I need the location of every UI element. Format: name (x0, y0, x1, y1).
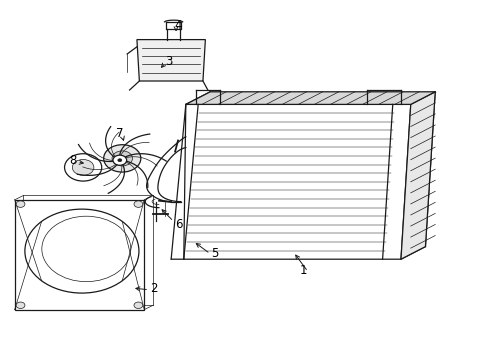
Text: 2: 2 (150, 282, 158, 294)
Polygon shape (171, 104, 410, 259)
Circle shape (103, 145, 141, 172)
Polygon shape (400, 92, 434, 259)
Circle shape (113, 155, 126, 165)
Circle shape (16, 302, 25, 309)
Text: 8: 8 (69, 154, 77, 167)
Circle shape (16, 201, 25, 207)
Text: 7: 7 (116, 127, 123, 140)
Polygon shape (15, 200, 144, 310)
Text: 5: 5 (211, 247, 219, 260)
Circle shape (134, 201, 142, 207)
Circle shape (112, 151, 132, 166)
Circle shape (118, 159, 122, 162)
Text: 3: 3 (164, 55, 172, 68)
Circle shape (25, 209, 139, 293)
Polygon shape (137, 40, 205, 81)
Circle shape (72, 159, 94, 175)
Circle shape (134, 302, 142, 309)
Circle shape (64, 154, 102, 181)
Text: 4: 4 (174, 19, 182, 32)
Polygon shape (185, 92, 434, 104)
Text: 1: 1 (299, 264, 306, 276)
Text: 6: 6 (174, 219, 182, 231)
